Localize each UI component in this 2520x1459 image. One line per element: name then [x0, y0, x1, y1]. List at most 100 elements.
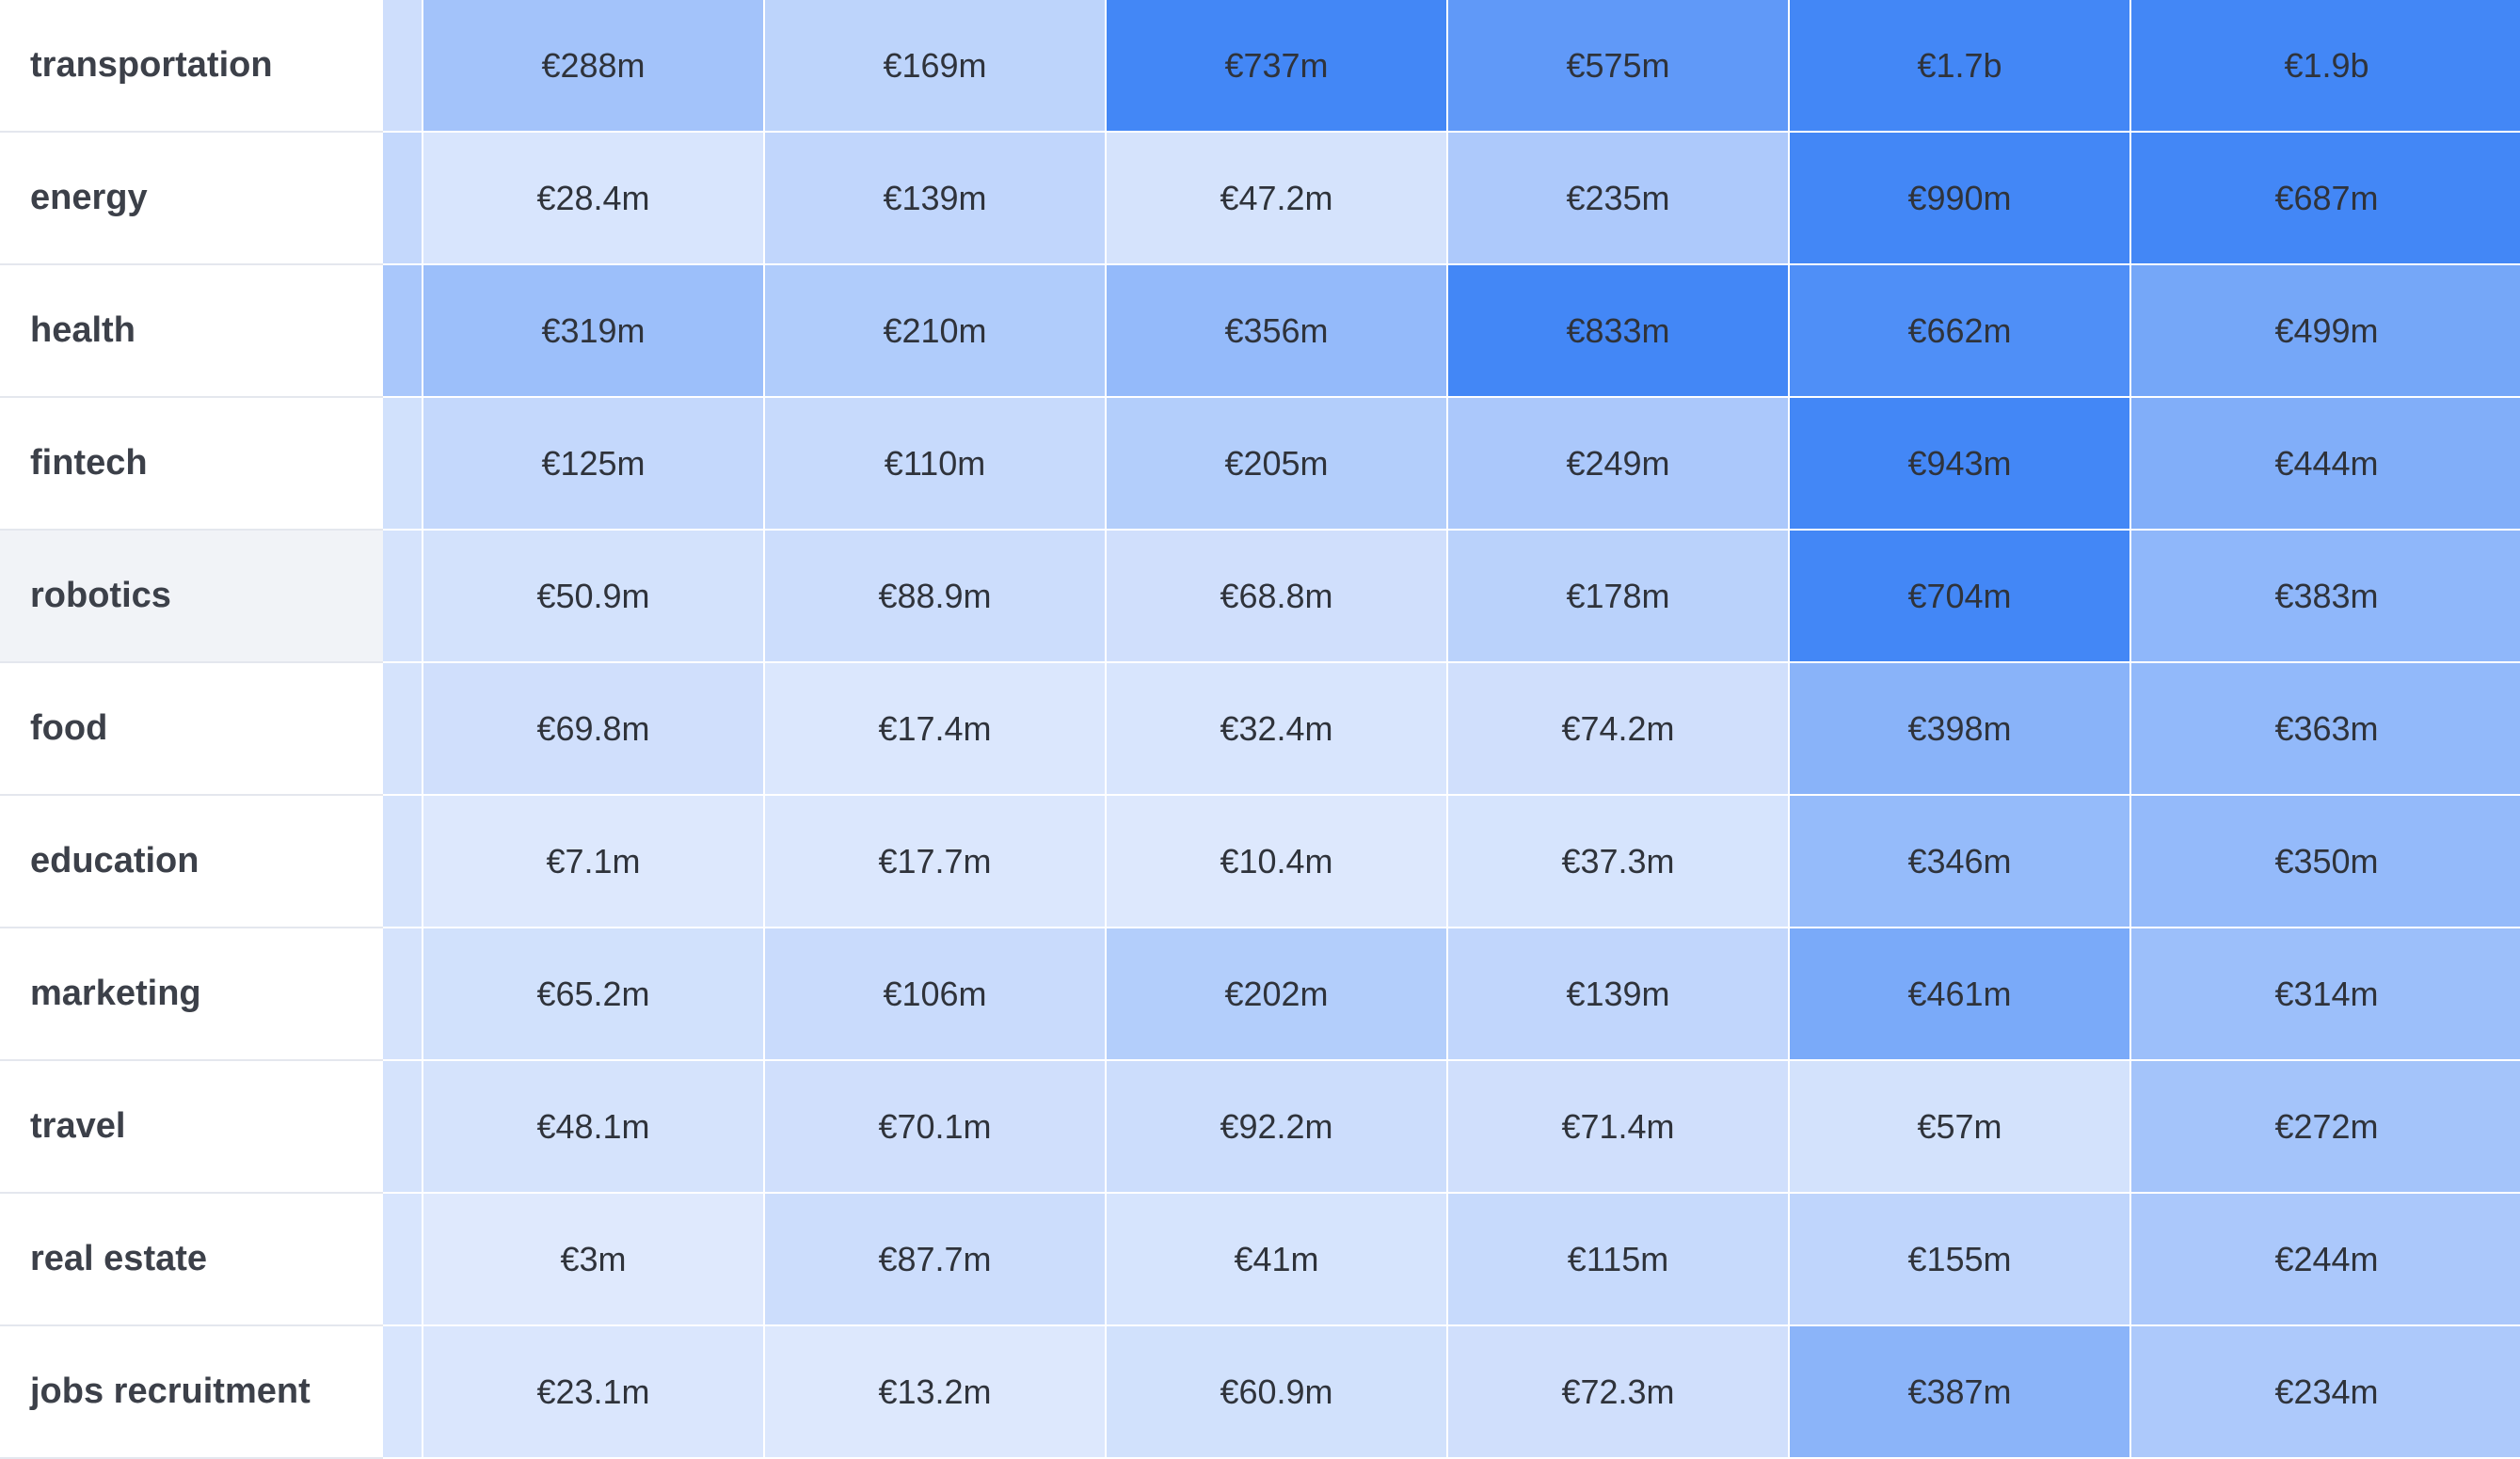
table-cell[interactable]: €110m [763, 398, 1105, 531]
table-cell[interactable]: €244m [2129, 1194, 2520, 1326]
table-cell[interactable]: €72.3m [1446, 1326, 1788, 1459]
table-cell[interactable]: €74.2m [1446, 663, 1788, 796]
table-cell[interactable]: €235m [1446, 133, 1788, 265]
row-label[interactable]: jobs recruitment [0, 1326, 383, 1459]
table-cell[interactable]: €47.2m [1105, 133, 1446, 265]
table-cell[interactable]: €499m [2129, 265, 2520, 398]
row-label[interactable]: travel [0, 1061, 383, 1194]
table-cell[interactable]: €383m [2129, 531, 2520, 663]
row-edge-strip [383, 0, 422, 133]
row-edge-strip [383, 796, 422, 928]
table-cell[interactable]: €1.9b [2129, 0, 2520, 133]
table-cell[interactable]: €10.4m [1105, 796, 1446, 928]
table-row[interactable]: jobs recruitment €23.1m €13.2m €60.9m €72.3m… [0, 1326, 2520, 1459]
table-cell[interactable]: €88.9m [763, 531, 1105, 663]
table-cell[interactable]: €687m [2129, 133, 2520, 265]
row-edge-strip [383, 928, 422, 1061]
row-edge-strip [383, 531, 422, 663]
table-cell[interactable]: €234m [2129, 1326, 2520, 1459]
table-cell[interactable]: €3m [422, 1194, 763, 1326]
table-cell[interactable]: €92.2m [1105, 1061, 1446, 1194]
table-cell[interactable]: €662m [1788, 265, 2129, 398]
table-cell[interactable]: €356m [1105, 265, 1446, 398]
row-label[interactable]: energy [0, 133, 383, 265]
table-row[interactable]: transportation €288m €169m €737m €575m €1.7b €… [0, 0, 2520, 133]
row-label[interactable]: marketing [0, 928, 383, 1061]
row-edge-strip [383, 133, 422, 265]
table-cell[interactable]: €28.4m [422, 133, 763, 265]
table-cell[interactable]: €87.7m [763, 1194, 1105, 1326]
table-cell[interactable]: €23.1m [422, 1326, 763, 1459]
table-cell[interactable]: €288m [422, 0, 763, 133]
table-cell[interactable]: €990m [1788, 133, 2129, 265]
table-cell[interactable]: €48.1m [422, 1061, 763, 1194]
row-edge-strip [383, 398, 422, 531]
table-cell[interactable]: €69.8m [422, 663, 763, 796]
table-cell[interactable]: €169m [763, 0, 1105, 133]
table-cell[interactable]: €17.4m [763, 663, 1105, 796]
row-edge-strip [383, 1194, 422, 1326]
table-cell[interactable]: €139m [763, 133, 1105, 265]
row-label[interactable]: education [0, 796, 383, 928]
table-row[interactable]: robotics €50.9m €88.9m €68.8m €178m €704m €383… [0, 531, 2520, 663]
row-edge-strip [383, 265, 422, 398]
table-cell[interactable]: €125m [422, 398, 763, 531]
row-edge-strip [383, 663, 422, 796]
table-cell[interactable]: €943m [1788, 398, 2129, 531]
table-cell[interactable]: €115m [1446, 1194, 1788, 1326]
table-cell[interactable]: €249m [1446, 398, 1788, 531]
table-cell[interactable]: €704m [1788, 531, 2129, 663]
table-cell[interactable]: €205m [1105, 398, 1446, 531]
row-label[interactable]: food [0, 663, 383, 796]
table-cell[interactable]: €314m [2129, 928, 2520, 1061]
table-cell[interactable]: €833m [1446, 265, 1788, 398]
table-cell[interactable]: €444m [2129, 398, 2520, 531]
table-row[interactable]: travel €48.1m €70.1m €92.2m €71.4m €57m €272m [0, 1061, 2520, 1194]
table-cell[interactable]: €319m [422, 265, 763, 398]
table-cell[interactable]: €346m [1788, 796, 2129, 928]
table-row[interactable]: marketing €65.2m €106m €202m €139m €461m €314m [0, 928, 2520, 1061]
table-cell[interactable]: €17.7m [763, 796, 1105, 928]
table-row[interactable]: food €69.8m €17.4m €32.4m €74.2m €398m €363m [0, 663, 2520, 796]
table-cell[interactable]: €139m [1446, 928, 1788, 1061]
table-row[interactable]: fintech €125m €110m €205m €249m €943m €444m [0, 398, 2520, 531]
table-cell[interactable]: €106m [763, 928, 1105, 1061]
row-label[interactable]: real estate [0, 1194, 383, 1326]
table-row[interactable]: real estate €3m €87.7m €41m €115m €155m €244m [0, 1194, 2520, 1326]
table-cell[interactable]: €737m [1105, 0, 1446, 133]
table-cell[interactable]: €210m [763, 265, 1105, 398]
table-cell[interactable]: €7.1m [422, 796, 763, 928]
table-row[interactable]: education €7.1m €17.7m €10.4m €37.3m €346m €35… [0, 796, 2520, 928]
table-row[interactable]: energy €28.4m €139m €47.2m €235m €990m €687m [0, 133, 2520, 265]
row-label[interactable]: health [0, 265, 383, 398]
table-cell[interactable]: €272m [2129, 1061, 2520, 1194]
table-cell[interactable]: €155m [1788, 1194, 2129, 1326]
table-cell[interactable]: €350m [2129, 796, 2520, 928]
table-cell[interactable]: €461m [1788, 928, 2129, 1061]
table-cell[interactable]: €32.4m [1105, 663, 1446, 796]
table-cell[interactable]: €68.8m [1105, 531, 1446, 663]
table-cell[interactable]: €65.2m [422, 928, 763, 1061]
table-cell[interactable]: €70.1m [763, 1061, 1105, 1194]
table-row[interactable]: health €319m €210m €356m €833m €662m €499m [0, 265, 2520, 398]
table-cell[interactable]: €398m [1788, 663, 2129, 796]
row-edge-strip [383, 1326, 422, 1459]
table-cell[interactable]: €37.3m [1446, 796, 1788, 928]
table-cell[interactable]: €363m [2129, 663, 2520, 796]
table-cell[interactable]: €57m [1788, 1061, 2129, 1194]
table-cell[interactable]: €575m [1446, 0, 1788, 133]
table-cell[interactable]: €50.9m [422, 531, 763, 663]
table-cell[interactable]: €41m [1105, 1194, 1446, 1326]
table-cell[interactable]: €1.7b [1788, 0, 2129, 133]
row-edge-strip [383, 1061, 422, 1194]
table-cell[interactable]: €178m [1446, 531, 1788, 663]
row-label[interactable]: transportation [0, 0, 383, 133]
table-cell[interactable]: €60.9m [1105, 1326, 1446, 1459]
table-cell[interactable]: €202m [1105, 928, 1446, 1061]
row-label[interactable]: robotics [0, 531, 383, 663]
row-label[interactable]: fintech [0, 398, 383, 531]
table-cell[interactable]: €71.4m [1446, 1061, 1788, 1194]
table-cell[interactable]: €387m [1788, 1326, 2129, 1459]
table-cell[interactable]: €13.2m [763, 1326, 1105, 1459]
